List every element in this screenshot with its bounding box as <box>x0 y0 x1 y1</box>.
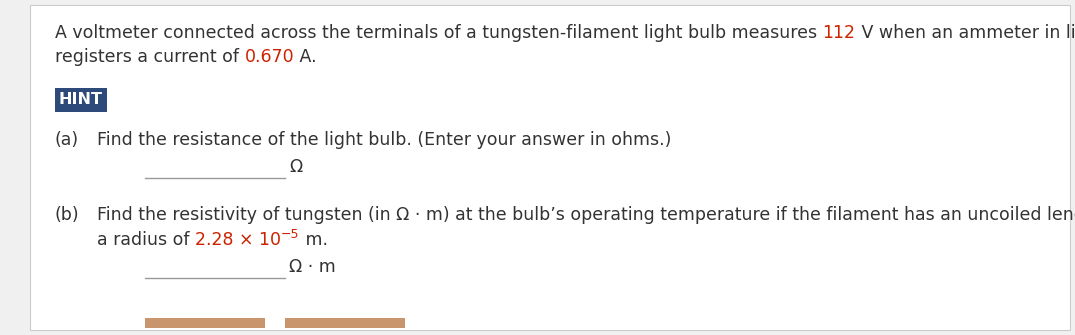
Text: 112: 112 <box>822 24 856 42</box>
Text: A voltmeter connected across the terminals of a tungsten-filament light bulb mea: A voltmeter connected across the termina… <box>55 24 822 42</box>
Text: a radius of: a radius of <box>97 231 195 249</box>
Bar <box>285 318 405 328</box>
Text: HINT: HINT <box>59 92 103 108</box>
Text: 2.28 × 10: 2.28 × 10 <box>195 231 281 249</box>
Text: A.: A. <box>295 48 317 66</box>
Text: Ω · m: Ω · m <box>289 258 335 276</box>
Text: Ω: Ω <box>289 158 302 176</box>
Text: Find the resistivity of tungsten (in Ω · m) at the bulb’s operating temperature : Find the resistivity of tungsten (in Ω ·… <box>97 206 1075 224</box>
Bar <box>55 88 108 112</box>
Text: Find the resistance of the light bulb. (Enter your answer in ohms.): Find the resistance of the light bulb. (… <box>97 131 672 149</box>
Bar <box>145 318 266 328</box>
Text: 0.670: 0.670 <box>244 48 295 66</box>
Text: −5: −5 <box>281 228 300 241</box>
Text: m.: m. <box>300 231 328 249</box>
Text: (a): (a) <box>55 131 80 149</box>
Text: (b): (b) <box>55 206 80 224</box>
Text: registers a current of: registers a current of <box>55 48 244 66</box>
Text: V when an ammeter in line with the bulb: V when an ammeter in line with the bulb <box>856 24 1075 42</box>
